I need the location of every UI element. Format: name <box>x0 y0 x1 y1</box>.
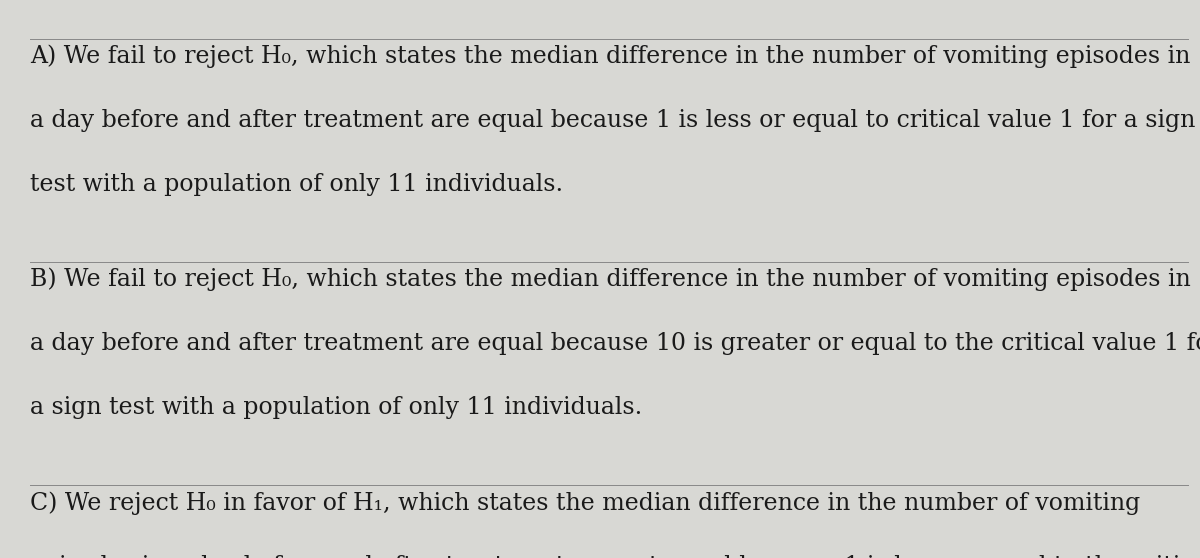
Text: A) We fail to reject H₀, which states the median difference in the number of vom: A) We fail to reject H₀, which states th… <box>30 45 1190 68</box>
Text: test with a population of only 11 individuals.: test with a population of only 11 indivi… <box>30 173 563 196</box>
Text: B) We fail to reject H₀, which states the median difference in the number of vom: B) We fail to reject H₀, which states th… <box>30 268 1190 291</box>
Text: a sign test with a population of only 11 individuals.: a sign test with a population of only 11… <box>30 396 642 419</box>
Text: episodes in a day before and after treatment are not equal because 1 is less or : episodes in a day before and after treat… <box>30 555 1200 558</box>
Text: a day before and after treatment are equal because 10 is greater or equal to the: a day before and after treatment are equ… <box>30 332 1200 355</box>
Text: a day before and after treatment are equal because 1 is less or equal to critica: a day before and after treatment are equ… <box>30 109 1195 132</box>
Text: C) We reject H₀ in favor of H₁, which states the median difference in the number: C) We reject H₀ in favor of H₁, which st… <box>30 491 1140 514</box>
